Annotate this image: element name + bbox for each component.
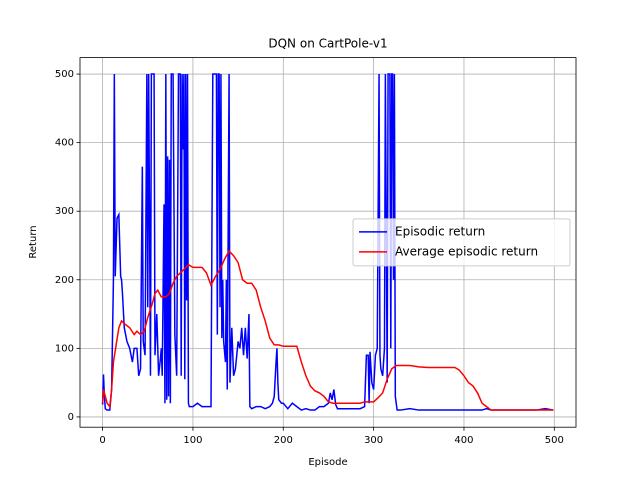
series-line (101, 249, 554, 411)
x-tick-label: 500 (545, 435, 564, 446)
x-tick-label: 100 (183, 435, 202, 446)
y-tick-label: 500 (55, 69, 74, 80)
y-tick-label: 200 (55, 275, 74, 286)
chart-title: DQN on CartPole-v1 (268, 37, 387, 51)
legend-label: Episodic return (395, 224, 485, 238)
plot-frame (79, 57, 577, 428)
x-tick-label: 0 (99, 435, 105, 446)
legend-label: Average episodic return (395, 244, 538, 258)
x-axis-label: Episode (308, 457, 347, 468)
y-axis-label: Return (28, 225, 39, 258)
y-tick-label: 300 (55, 206, 74, 217)
series-line (101, 73, 554, 411)
y-tick-label: 400 (55, 138, 74, 149)
y-tick-label: 0 (68, 412, 74, 423)
x-tick-label: 200 (274, 435, 293, 446)
legend: Episodic return Average episodic return (352, 218, 571, 267)
x-tick-label: 400 (454, 435, 473, 446)
legend-box (352, 218, 571, 267)
x-tick-label: 300 (364, 435, 383, 446)
y-tick-label: 100 (55, 343, 74, 354)
